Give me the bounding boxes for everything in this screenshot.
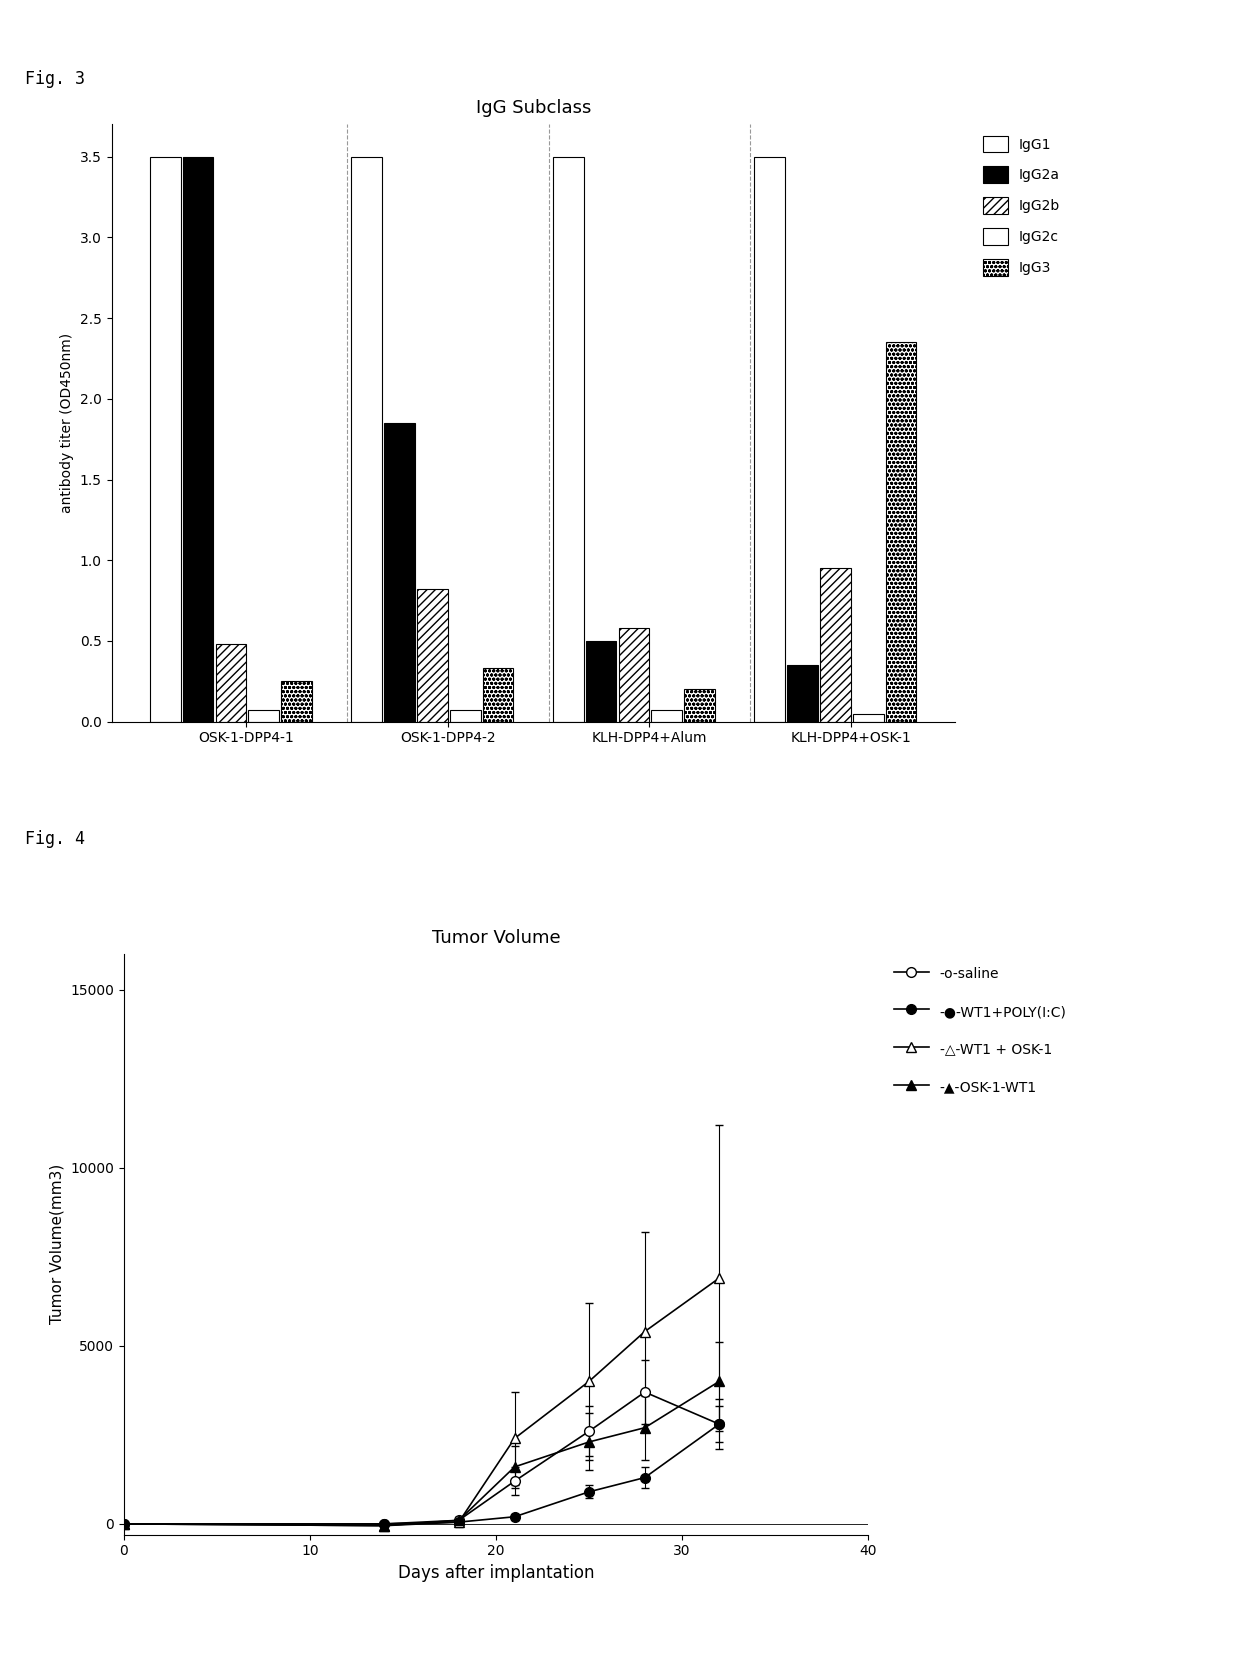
X-axis label: Days after implantation: Days after implantation xyxy=(398,1564,594,1581)
Bar xyxy=(482,669,513,722)
Bar xyxy=(820,569,851,722)
Title: IgG Subclass: IgG Subclass xyxy=(475,100,591,118)
Text: Fig. 4: Fig. 4 xyxy=(25,830,84,848)
Title: Tumor Volume: Tumor Volume xyxy=(432,929,560,947)
Text: Fig. 3: Fig. 3 xyxy=(25,70,84,88)
Bar xyxy=(754,156,785,722)
Bar xyxy=(182,156,213,722)
Legend: IgG1, IgG2a, IgG2b, IgG2c, IgG3: IgG1, IgG2a, IgG2b, IgG2c, IgG3 xyxy=(978,131,1064,280)
Bar xyxy=(885,342,916,722)
Bar xyxy=(150,156,181,722)
Bar xyxy=(619,629,650,722)
Bar xyxy=(853,713,884,722)
Bar xyxy=(248,710,279,722)
Bar xyxy=(787,665,818,722)
Bar xyxy=(216,644,247,722)
Bar xyxy=(384,423,415,722)
Bar xyxy=(684,690,715,722)
Bar xyxy=(351,156,382,722)
Bar xyxy=(651,710,682,722)
Bar xyxy=(585,640,616,722)
Bar xyxy=(450,710,481,722)
Y-axis label: Tumor Volume(mm3): Tumor Volume(mm3) xyxy=(50,1165,64,1324)
Bar xyxy=(417,589,448,722)
Bar xyxy=(281,682,312,722)
Bar xyxy=(553,156,584,722)
Legend: -o-saline, -●-WT1+POLY(I:C), -△-WT1 + OSK-1, -▲-OSK-1-WT1: -o-saline, -●-WT1+POLY(I:C), -△-WT1 + OS… xyxy=(890,961,1071,1100)
Y-axis label: antibody titer (OD450nm): antibody titer (OD450nm) xyxy=(61,333,74,513)
